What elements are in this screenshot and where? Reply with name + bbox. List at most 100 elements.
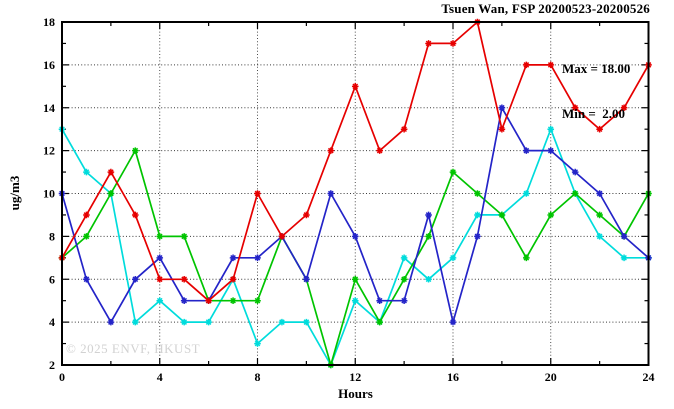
data-point-center xyxy=(524,256,528,260)
data-point-center xyxy=(109,170,113,174)
x-tick-label: 16 xyxy=(447,370,459,384)
plot-frame xyxy=(61,21,650,366)
data-point-center xyxy=(109,320,113,324)
data-point-center xyxy=(573,106,577,110)
data-point-center xyxy=(85,277,88,281)
legend: Max = 18.00 Min = 2.00 xyxy=(562,31,630,151)
data-point-center xyxy=(598,192,602,195)
data-point-center xyxy=(573,192,577,195)
data-point-center xyxy=(85,234,88,238)
data-point-center xyxy=(427,42,430,45)
data-point-center xyxy=(598,213,602,217)
data-point-center xyxy=(231,299,235,303)
data-point-center xyxy=(378,320,382,324)
data-point-center xyxy=(402,256,406,260)
data-point-center xyxy=(598,234,602,238)
data-point-center xyxy=(280,234,284,238)
data-point-center xyxy=(182,320,186,324)
data-point-center xyxy=(158,277,162,281)
x-tick-label: 20 xyxy=(545,370,557,384)
y-tick-label: 10 xyxy=(43,187,55,201)
data-point-center xyxy=(109,192,113,195)
x-tick-label: 0 xyxy=(59,370,65,384)
data-point-center xyxy=(549,149,553,153)
data-point-center xyxy=(304,213,308,217)
y-tick-label: 6 xyxy=(49,272,55,286)
data-point-center xyxy=(182,299,186,303)
y-axis-label: ug/m3 xyxy=(7,175,22,211)
y-tick-label: 12 xyxy=(43,144,55,158)
data-point-center xyxy=(256,192,259,195)
data-point-center xyxy=(451,256,455,260)
data-point-center xyxy=(304,277,308,281)
data-point-center xyxy=(427,277,430,281)
data-point-center xyxy=(598,127,602,131)
data-point-center xyxy=(476,192,479,195)
data-point-center xyxy=(256,299,259,303)
data-point-center xyxy=(622,256,626,260)
legend-max-value: Max = 18.00 xyxy=(562,61,631,76)
data-point-center xyxy=(158,299,162,303)
data-point-center xyxy=(256,256,259,260)
y-tick-label: 18 xyxy=(43,15,55,29)
data-point-center xyxy=(573,170,577,174)
x-tick-label: 12 xyxy=(349,370,361,384)
data-point-center xyxy=(85,170,88,174)
data-point-center xyxy=(402,127,406,131)
data-point-center xyxy=(549,127,553,131)
data-point-center xyxy=(402,299,406,303)
data-point-center xyxy=(353,84,357,88)
data-point-center xyxy=(378,149,382,153)
data-point-center xyxy=(280,320,284,324)
x-tick-label: 24 xyxy=(643,370,655,384)
data-point-center xyxy=(133,213,137,217)
data-point-center xyxy=(427,213,430,217)
x-tick-label: 8 xyxy=(255,370,261,384)
data-point-center xyxy=(329,192,333,195)
data-point-center xyxy=(524,63,528,67)
y-tick-label: 16 xyxy=(43,58,55,72)
data-point-center xyxy=(158,256,162,260)
y-tick-label: 4 xyxy=(49,315,55,329)
y-tick-label: 14 xyxy=(43,101,55,115)
watermark: © 2025 ENVF, HKUST xyxy=(66,341,201,356)
data-point-center xyxy=(622,106,626,110)
data-point-center xyxy=(353,234,357,238)
data-point-center xyxy=(378,299,382,303)
data-point-center xyxy=(231,256,235,260)
data-point-center xyxy=(476,213,479,217)
data-point-center xyxy=(451,170,455,174)
data-point-center xyxy=(451,42,455,45)
y-tick-label: 2 xyxy=(49,358,55,372)
data-point-center xyxy=(133,149,137,153)
data-point-center xyxy=(427,234,430,238)
data-point-center xyxy=(231,277,235,281)
data-point-center xyxy=(182,234,186,238)
x-axis-label: Hours xyxy=(338,386,373,401)
data-point-center xyxy=(500,127,504,131)
chart-title: Tsuen Wan, FSP 20200523-20200526 xyxy=(441,1,650,16)
data-point-center xyxy=(304,320,308,324)
data-point-center xyxy=(207,320,211,324)
data-point-center xyxy=(549,63,553,67)
data-point-center xyxy=(451,320,455,324)
y-tick-label: 8 xyxy=(49,229,55,243)
data-point-center xyxy=(353,277,357,281)
data-point-center xyxy=(524,149,528,153)
data-point-center xyxy=(549,213,553,217)
data-point-center xyxy=(329,149,333,153)
data-point-center xyxy=(85,213,88,217)
data-point-center xyxy=(500,106,504,110)
data-point-center xyxy=(133,277,137,281)
data-point-center xyxy=(133,320,137,324)
data-point-center xyxy=(207,299,211,303)
data-point-center xyxy=(500,213,504,217)
legend-min-value: Min = 2.00 xyxy=(562,106,626,121)
data-point-center xyxy=(524,192,528,195)
data-point-center xyxy=(476,234,479,238)
data-point-center xyxy=(622,234,626,238)
data-point-center xyxy=(158,234,162,238)
x-tick-label: 4 xyxy=(157,370,163,384)
